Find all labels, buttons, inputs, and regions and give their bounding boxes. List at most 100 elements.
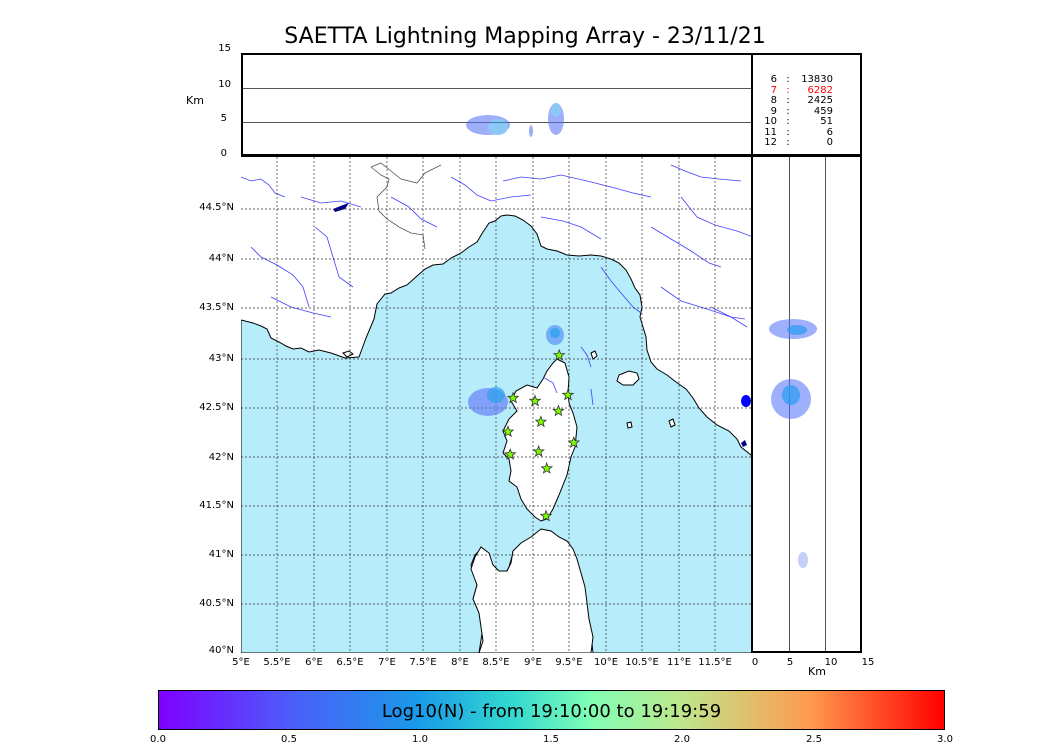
altitude-cluster-east-core bbox=[551, 103, 561, 117]
count-altitude: 10 bbox=[764, 116, 777, 127]
lon-label: 7°E bbox=[378, 657, 396, 668]
stations bbox=[501, 348, 581, 522]
station-star-icon bbox=[567, 436, 581, 449]
count-altitude: 12 bbox=[764, 137, 777, 148]
map-panel bbox=[241, 157, 753, 653]
station-star-icon bbox=[552, 348, 566, 361]
altitude-tick-0: 0 bbox=[220, 148, 227, 159]
station-star-icon bbox=[540, 461, 554, 474]
corsica-island bbox=[502, 358, 578, 522]
count-altitude: 9 bbox=[770, 105, 777, 117]
colorbar-tick: 1.5 bbox=[543, 734, 559, 745]
lightning-density bbox=[468, 325, 564, 416]
altitude-counts-table: 6:13830 7:6282 8:2425 9:459 10:51 11:6 1… bbox=[764, 74, 833, 149]
count-value: 13830 bbox=[801, 74, 833, 85]
lon-label: 11.5°E bbox=[698, 657, 732, 668]
lon-label: 10.5°E bbox=[625, 657, 659, 668]
lon-label: 10°E bbox=[593, 657, 619, 668]
capraia-island bbox=[590, 350, 598, 360]
lon-label: 5.5°E bbox=[263, 657, 291, 668]
lon-label: 9°E bbox=[524, 657, 542, 668]
lon-label: 5°E bbox=[232, 657, 250, 668]
count-row-9: 9:459 bbox=[764, 105, 833, 118]
altitude-tick-5: 5 bbox=[220, 113, 227, 124]
side-cluster-south-core bbox=[782, 385, 800, 405]
lat-label: 43.5°N bbox=[199, 302, 234, 313]
colorbar-tick: 0.0 bbox=[150, 734, 166, 745]
count-row-10: 10:51 bbox=[764, 116, 833, 127]
count-altitude: 6 bbox=[770, 74, 777, 85]
side-x-tick-0: 0 bbox=[751, 657, 759, 668]
lon-label: 6°E bbox=[305, 657, 323, 668]
count-value: 0 bbox=[826, 137, 833, 148]
border-france-italy bbox=[370, 166, 426, 250]
border-swiss bbox=[370, 162, 442, 184]
altitude-density bbox=[466, 103, 564, 137]
location-marker-icon bbox=[741, 395, 751, 407]
giglio-island bbox=[668, 418, 676, 428]
side-cluster-north-core bbox=[787, 325, 807, 335]
altitude-gridline-10 bbox=[243, 88, 751, 89]
count-row-12: 12:0 bbox=[764, 137, 833, 148]
lake-geneva bbox=[333, 203, 349, 212]
plot-title: SAETTA Lightning Mapping Array - 23/11/2… bbox=[284, 24, 766, 49]
lat-label: 40°N bbox=[208, 645, 234, 656]
station-star-icon bbox=[552, 404, 565, 417]
count-row-8: 8:2425 bbox=[764, 95, 833, 107]
station-star-icon bbox=[539, 509, 553, 522]
side-density bbox=[769, 319, 817, 568]
count-altitude: 11 bbox=[764, 126, 777, 138]
count-altitude: 7 bbox=[770, 84, 777, 96]
lightning-cluster-north-core bbox=[550, 328, 560, 338]
lat-label: 40.5°N bbox=[199, 598, 234, 609]
altitude-unit: Km bbox=[186, 94, 204, 107]
lon-label: 7.5°E bbox=[409, 657, 437, 668]
count-row-7: 7:6282 bbox=[764, 84, 833, 97]
map-svg bbox=[241, 157, 753, 653]
lat-label: 44.5°N bbox=[199, 202, 234, 213]
count-value: 51 bbox=[820, 116, 833, 127]
lat-label: 41.5°N bbox=[199, 500, 234, 511]
station-star-icon bbox=[501, 425, 515, 438]
lon-label: 11°E bbox=[666, 657, 692, 668]
side-x-tick-15: 15 bbox=[861, 657, 875, 668]
station-star-icon bbox=[561, 388, 575, 401]
colorbar-tick: 1.0 bbox=[412, 734, 428, 745]
lon-label: 9.5°E bbox=[555, 657, 583, 668]
station-star-icon bbox=[506, 391, 520, 404]
lon-label: 6.5°E bbox=[336, 657, 364, 668]
sardinia-island bbox=[470, 528, 594, 653]
side-cluster-far-south bbox=[798, 552, 808, 568]
station-star-icon bbox=[532, 444, 546, 458]
count-row-11: 11:6 bbox=[764, 126, 833, 138]
altitude-cluster-west-core bbox=[488, 119, 508, 135]
lon-label: 8.5°E bbox=[482, 657, 510, 668]
lake-bracciano bbox=[741, 440, 747, 447]
altitude-tick-10: 10 bbox=[218, 79, 231, 90]
lat-label: 41°N bbox=[208, 549, 234, 560]
colorbar-label: Log10(N) - from 19:10:00 to 19:19:59 bbox=[381, 701, 722, 722]
colorbar-tick: 2.5 bbox=[806, 734, 822, 745]
count-value: 6282 bbox=[807, 84, 833, 96]
count-value: 6 bbox=[826, 126, 833, 138]
colorbar-tick: 0.5 bbox=[281, 734, 297, 745]
colorbar-tick: 3.0 bbox=[937, 734, 953, 745]
colorbar: Log10(N) - from 19:10:00 to 19:19:59 bbox=[158, 690, 945, 730]
altitude-cluster-mid bbox=[529, 125, 533, 137]
count-value: 459 bbox=[813, 105, 833, 117]
lat-label: 44°N bbox=[208, 253, 234, 264]
station-star-icon bbox=[503, 447, 517, 460]
side-x-unit: Km bbox=[808, 665, 826, 678]
elba-island bbox=[616, 370, 640, 386]
lon-label: 8°E bbox=[451, 657, 469, 668]
lat-label: 43°N bbox=[208, 353, 234, 364]
station-star-icon bbox=[534, 415, 548, 428]
count-altitude: 8 bbox=[770, 95, 777, 106]
lat-label: 42.5°N bbox=[199, 402, 234, 413]
lightning-cluster-west-core bbox=[487, 387, 505, 403]
latitude-altitude-panel bbox=[751, 157, 862, 653]
lat-label: 42°N bbox=[208, 452, 234, 463]
count-value: 2425 bbox=[807, 95, 833, 106]
porquerolles-island bbox=[342, 350, 354, 358]
altitude-panel bbox=[241, 53, 753, 157]
